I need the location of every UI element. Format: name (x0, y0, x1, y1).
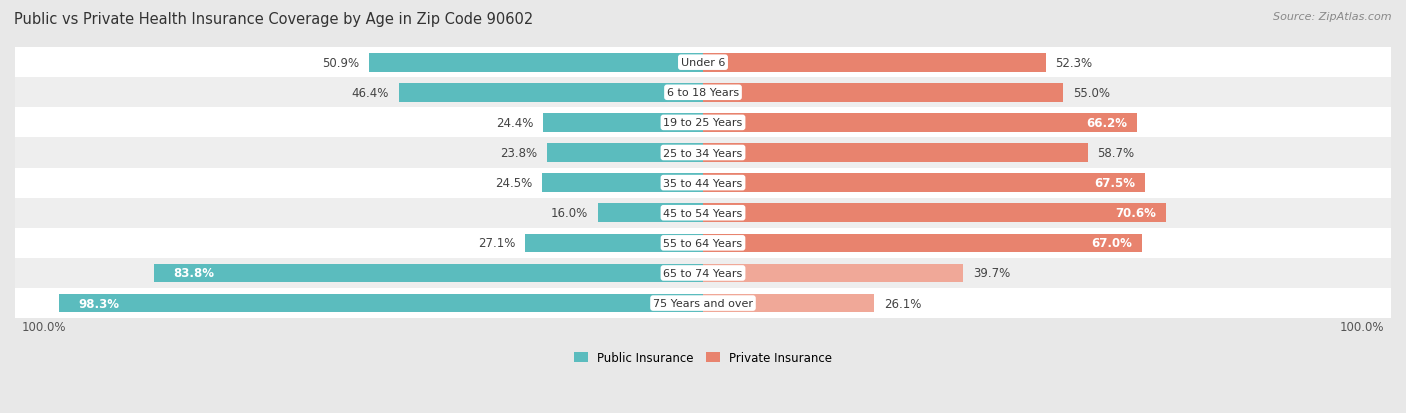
Bar (703, 174, 1146, 192)
Bar (153, 264, 703, 282)
Text: 83.8%: 83.8% (173, 267, 215, 280)
Text: Source: ZipAtlas.com: Source: ZipAtlas.com (1274, 12, 1392, 22)
Text: 46.4%: 46.4% (352, 87, 389, 100)
Text: 55.0%: 55.0% (1073, 87, 1111, 100)
Text: 50.9%: 50.9% (322, 57, 360, 69)
Bar (15, 138, 1391, 168)
Bar (703, 84, 1063, 102)
Bar (703, 204, 1166, 223)
Bar (547, 144, 703, 162)
Text: 67.5%: 67.5% (1094, 177, 1136, 190)
Bar (15, 48, 1391, 78)
Bar (703, 294, 875, 313)
Text: 6 to 18 Years: 6 to 18 Years (666, 88, 740, 98)
Bar (370, 54, 703, 72)
Text: 16.0%: 16.0% (551, 207, 588, 220)
Text: 98.3%: 98.3% (79, 297, 120, 310)
Text: 67.0%: 67.0% (1091, 237, 1132, 250)
Text: 24.4%: 24.4% (496, 116, 533, 130)
Bar (703, 144, 1088, 162)
Text: 70.6%: 70.6% (1115, 207, 1156, 220)
Bar (703, 234, 1142, 253)
Text: 26.1%: 26.1% (884, 297, 921, 310)
Bar (15, 78, 1391, 108)
Text: 27.1%: 27.1% (478, 237, 516, 250)
Text: 25 to 34 Years: 25 to 34 Years (664, 148, 742, 158)
Text: 39.7%: 39.7% (973, 267, 1010, 280)
Text: 55 to 64 Years: 55 to 64 Years (664, 238, 742, 248)
Text: 35 to 44 Years: 35 to 44 Years (664, 178, 742, 188)
Text: 19 to 25 Years: 19 to 25 Years (664, 118, 742, 128)
Bar (15, 108, 1391, 138)
Bar (703, 54, 1046, 72)
Text: 65 to 74 Years: 65 to 74 Years (664, 268, 742, 278)
Text: 24.5%: 24.5% (495, 177, 533, 190)
Bar (543, 174, 703, 192)
Bar (526, 234, 703, 253)
Bar (59, 294, 703, 313)
Bar (15, 198, 1391, 228)
Bar (399, 84, 703, 102)
Legend: Public Insurance, Private Insurance: Public Insurance, Private Insurance (569, 347, 837, 369)
Bar (15, 228, 1391, 258)
Bar (15, 288, 1391, 318)
Bar (703, 114, 1137, 133)
Text: 45 to 54 Years: 45 to 54 Years (664, 208, 742, 218)
Text: 66.2%: 66.2% (1085, 116, 1128, 130)
Text: 52.3%: 52.3% (1056, 57, 1092, 69)
Bar (543, 114, 703, 133)
Bar (15, 258, 1391, 288)
Text: 100.0%: 100.0% (21, 320, 66, 333)
Bar (703, 264, 963, 282)
Bar (598, 204, 703, 223)
Text: Public vs Private Health Insurance Coverage by Age in Zip Code 90602: Public vs Private Health Insurance Cover… (14, 12, 533, 27)
Text: 58.7%: 58.7% (1098, 147, 1135, 159)
Bar (15, 168, 1391, 198)
Text: 75 Years and over: 75 Years and over (652, 298, 754, 309)
Text: 23.8%: 23.8% (501, 147, 537, 159)
Text: 100.0%: 100.0% (1340, 320, 1385, 333)
Text: Under 6: Under 6 (681, 58, 725, 68)
